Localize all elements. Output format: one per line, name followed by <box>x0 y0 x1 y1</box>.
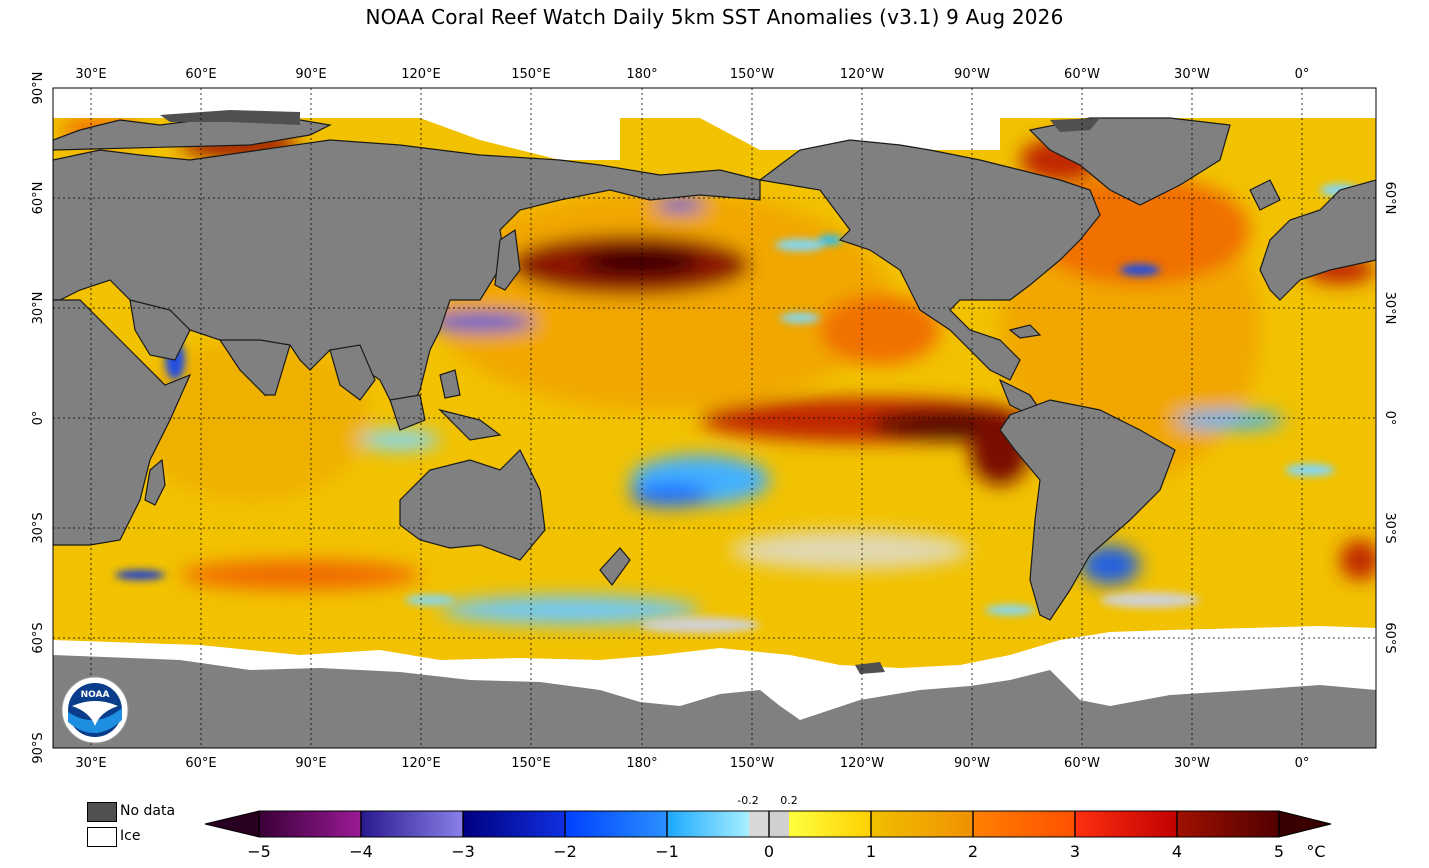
greenland <box>1028 117 1231 206</box>
lon-label: 120°W <box>840 756 884 771</box>
north-america <box>758 139 1101 381</box>
lon-label: 60°E <box>185 67 216 82</box>
colorbar-tick: 4 <box>1172 842 1182 861</box>
colorbar-unit: °C <box>1306 842 1325 861</box>
graticule <box>53 88 1376 748</box>
lon-label: 150°E <box>511 67 551 82</box>
lat-label: 60°S <box>31 622 46 653</box>
lon-label: 120°W <box>840 67 884 82</box>
lon-label: 90°W <box>954 756 990 771</box>
australia <box>399 448 546 561</box>
lat-label: 90°S <box>31 732 46 763</box>
colorbar: −5 −4 −3 −2 −1 0 1 2 3 4 5 °C -0.2 0.2 <box>204 794 1332 861</box>
landmasses <box>53 114 1376 621</box>
lat-label: 30°N <box>1382 292 1397 325</box>
colorbar-neutral-low: -0.2 <box>737 794 758 807</box>
colorbar-max-extension <box>1279 811 1331 837</box>
ice-label: Ice <box>120 828 141 844</box>
lon-label: 180° <box>626 756 657 771</box>
noaa-logo: NOAA <box>61 676 129 744</box>
lon-label: 30°W <box>1174 67 1210 82</box>
colorbar-tick: 2 <box>968 842 978 861</box>
lat-label: 90°N <box>31 72 46 105</box>
colorbar-tick: 3 <box>1070 842 1080 861</box>
anomaly-field <box>60 118 1376 624</box>
lon-label: 0° <box>1295 756 1310 771</box>
lon-label: 90°E <box>295 67 326 82</box>
lat-label: 30°S <box>31 512 46 543</box>
lon-label: 150°W <box>730 756 774 771</box>
lon-label: 60°W <box>1064 67 1100 82</box>
colorbar-tick: 0 <box>764 842 774 861</box>
lon-label: 120°E <box>401 67 441 82</box>
lon-label: 30°E <box>75 756 106 771</box>
lat-label: 30°S <box>1382 512 1397 543</box>
map-frame <box>52 87 1377 749</box>
africa <box>53 299 192 546</box>
colorbar-tick: 5 <box>1274 842 1284 861</box>
no-data-label: No data <box>120 803 176 819</box>
south-america <box>999 399 1176 621</box>
europe <box>1259 179 1376 301</box>
lon-label: 60°W <box>1064 756 1100 771</box>
antarctica-land <box>53 655 1376 748</box>
lon-label: 0° <box>1295 67 1310 82</box>
colorbar-min-extension <box>205 811 259 837</box>
map-title: NOAA Coral Reef Watch Daily 5km SST Anom… <box>365 5 1064 29</box>
lon-label: 180° <box>626 67 657 82</box>
lat-labels-right: 60°N 30°N 0° 30°S 60°S <box>1382 182 1397 654</box>
lon-label: 90°W <box>954 67 990 82</box>
colorbar-tick: 1 <box>866 842 876 861</box>
colorbar-neutral-high: 0.2 <box>780 794 798 807</box>
lat-label: 60°N <box>31 182 46 215</box>
lon-labels-top: 30°E 60°E 90°E 120°E 150°E 180° 150°W 12… <box>75 67 1309 82</box>
map-plot-area <box>53 88 1376 748</box>
no-data-swatch <box>87 802 117 822</box>
lon-label: 30°W <box>1174 756 1210 771</box>
lat-label: 0° <box>1382 411 1397 426</box>
lat-labels-left: 90°N 60°N 30°N 0° 30°S 60°S 90°S <box>31 72 46 764</box>
lat-label: 0° <box>31 411 46 426</box>
lon-label: 60°E <box>185 756 216 771</box>
lon-label: 30°E <box>75 67 106 82</box>
anomaly-detail <box>115 184 1360 633</box>
lon-label: 90°E <box>295 756 326 771</box>
colorbar-tick: −5 <box>247 842 271 861</box>
lon-label: 150°E <box>511 756 551 771</box>
no-data-areas <box>160 110 1100 674</box>
lon-label: 120°E <box>401 756 441 771</box>
lon-label: 150°W <box>730 67 774 82</box>
lat-label: 60°N <box>1382 182 1397 215</box>
colorbar-tick: −1 <box>655 842 679 861</box>
lat-label: 60°S <box>1382 622 1397 653</box>
lat-label: 30°N <box>31 292 46 325</box>
ice-swatch <box>87 827 117 847</box>
colorbar-tick: −4 <box>349 842 373 861</box>
noaa-logo-text: NOAA <box>81 690 110 700</box>
colorbar-tick: −2 <box>553 842 577 861</box>
colorbar-tick: −3 <box>451 842 475 861</box>
lon-labels-bottom: 30°E 60°E 90°E 120°E 150°E 180° 150°W 12… <box>75 756 1309 771</box>
